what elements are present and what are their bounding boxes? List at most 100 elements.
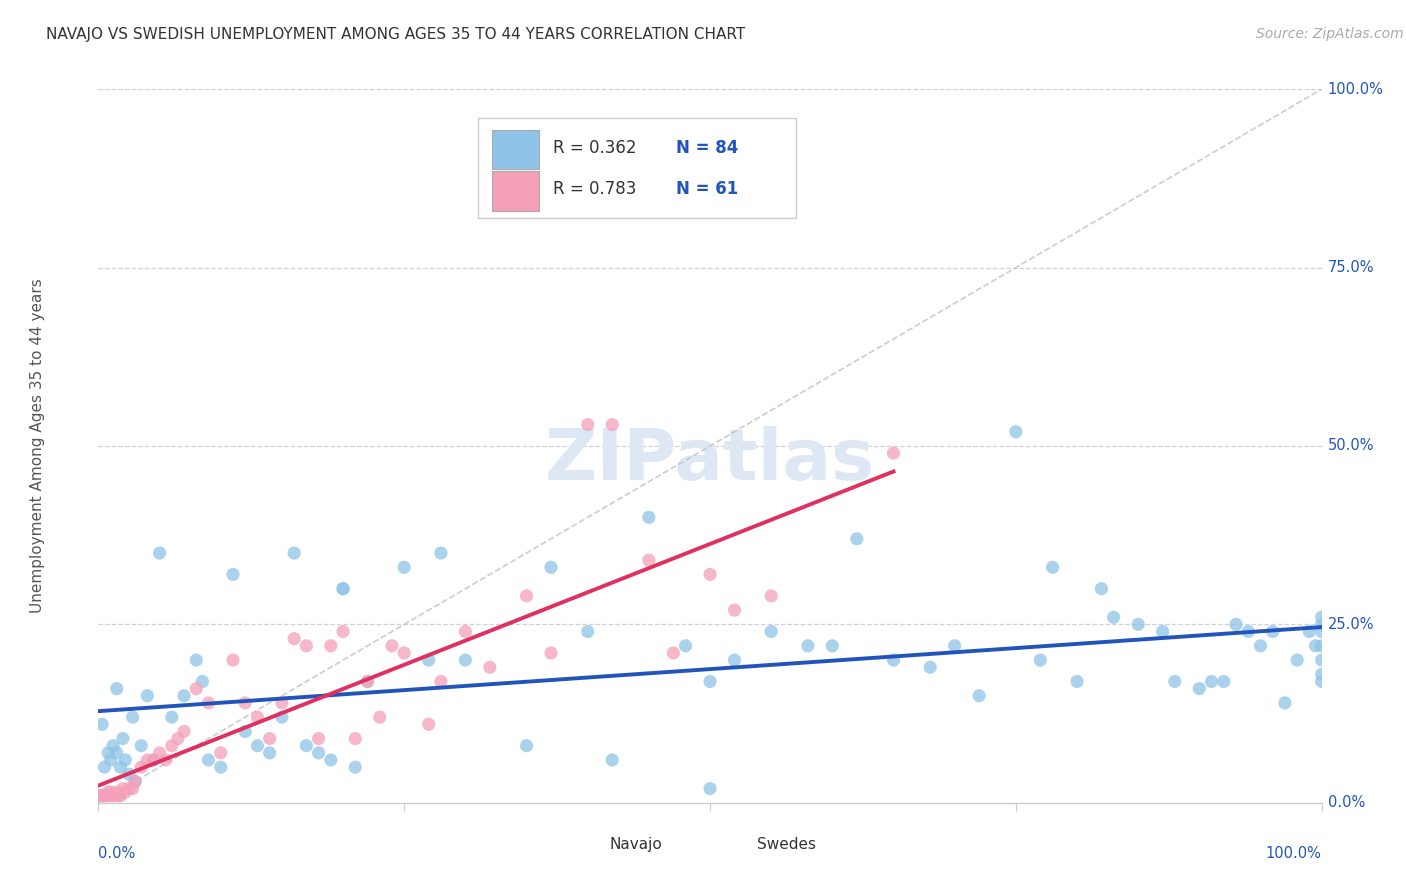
Point <box>233 696 256 710</box>
Point <box>103 789 125 803</box>
Point <box>1310 624 1333 639</box>
Point <box>111 731 134 746</box>
Point <box>1042 560 1064 574</box>
Point <box>101 789 124 803</box>
Point <box>1310 667 1333 681</box>
Point <box>478 660 501 674</box>
Point <box>173 724 195 739</box>
Point <box>356 674 378 689</box>
Point <box>91 789 114 803</box>
Point <box>637 553 661 567</box>
Point <box>118 767 141 781</box>
Text: 75.0%: 75.0% <box>1327 260 1374 275</box>
Point <box>920 660 942 674</box>
Point <box>418 653 440 667</box>
Point <box>93 760 115 774</box>
Point <box>173 689 195 703</box>
Point <box>101 739 124 753</box>
Point <box>191 674 214 689</box>
Point <box>1305 639 1327 653</box>
Point <box>675 639 697 653</box>
Point <box>105 785 128 799</box>
Point <box>97 785 120 799</box>
Point <box>270 710 294 724</box>
Point <box>1298 624 1320 639</box>
Point <box>186 653 208 667</box>
Text: Swedes: Swedes <box>756 837 815 852</box>
FancyBboxPatch shape <box>710 830 749 858</box>
Point <box>96 789 118 803</box>
Point <box>129 760 152 774</box>
Point <box>93 789 115 803</box>
Point <box>1225 617 1247 632</box>
Point <box>105 681 128 696</box>
Text: 0.0%: 0.0% <box>98 846 135 861</box>
Point <box>319 753 342 767</box>
Point <box>222 567 245 582</box>
Point <box>516 589 538 603</box>
Text: 0.0%: 0.0% <box>1327 796 1365 810</box>
Point <box>699 674 721 689</box>
Point <box>319 639 342 653</box>
Point <box>283 546 305 560</box>
Point <box>761 624 783 639</box>
Point <box>967 689 990 703</box>
Point <box>1004 425 1026 439</box>
Point <box>699 567 721 582</box>
Point <box>246 739 269 753</box>
Point <box>430 546 453 560</box>
Point <box>1237 624 1260 639</box>
Point <box>600 417 623 432</box>
Point <box>283 632 305 646</box>
Point <box>699 781 721 796</box>
Point <box>209 760 232 774</box>
Point <box>246 710 269 724</box>
FancyBboxPatch shape <box>478 118 796 218</box>
Point <box>233 724 256 739</box>
Text: 100.0%: 100.0% <box>1265 846 1322 861</box>
Point <box>100 753 122 767</box>
Point <box>129 739 152 753</box>
Text: 25.0%: 25.0% <box>1327 617 1374 632</box>
Point <box>160 710 183 724</box>
Point <box>430 674 453 689</box>
Point <box>1029 653 1052 667</box>
Text: NAVAJO VS SWEDISH UNEMPLOYMENT AMONG AGES 35 TO 44 YEARS CORRELATION CHART: NAVAJO VS SWEDISH UNEMPLOYMENT AMONG AGE… <box>46 27 745 42</box>
Point <box>1274 696 1296 710</box>
Point <box>209 746 232 760</box>
Point <box>105 746 128 760</box>
Point <box>94 789 117 803</box>
Point <box>368 710 391 724</box>
Text: Source: ZipAtlas.com: Source: ZipAtlas.com <box>1256 27 1403 41</box>
Text: N = 61: N = 61 <box>676 180 738 198</box>
Point <box>89 789 111 803</box>
Text: N = 84: N = 84 <box>676 139 738 157</box>
Point <box>91 717 114 731</box>
Point <box>136 753 159 767</box>
Point <box>136 689 159 703</box>
Point <box>845 532 868 546</box>
Point <box>1152 624 1174 639</box>
Point <box>259 731 281 746</box>
Point <box>1310 639 1333 653</box>
FancyBboxPatch shape <box>492 130 538 169</box>
Point <box>1090 582 1112 596</box>
Point <box>222 653 245 667</box>
Point <box>723 653 745 667</box>
Point <box>295 639 318 653</box>
FancyBboxPatch shape <box>492 171 538 211</box>
Point <box>1164 674 1187 689</box>
Point <box>121 710 143 724</box>
Point <box>454 653 477 667</box>
Point <box>662 646 685 660</box>
Point <box>540 646 562 660</box>
Point <box>1310 610 1333 624</box>
Point <box>121 781 143 796</box>
Point <box>91 789 114 803</box>
Point <box>600 753 623 767</box>
Point <box>197 696 219 710</box>
Point <box>186 681 208 696</box>
Point <box>392 646 416 660</box>
Point <box>344 760 367 774</box>
Point <box>295 739 318 753</box>
